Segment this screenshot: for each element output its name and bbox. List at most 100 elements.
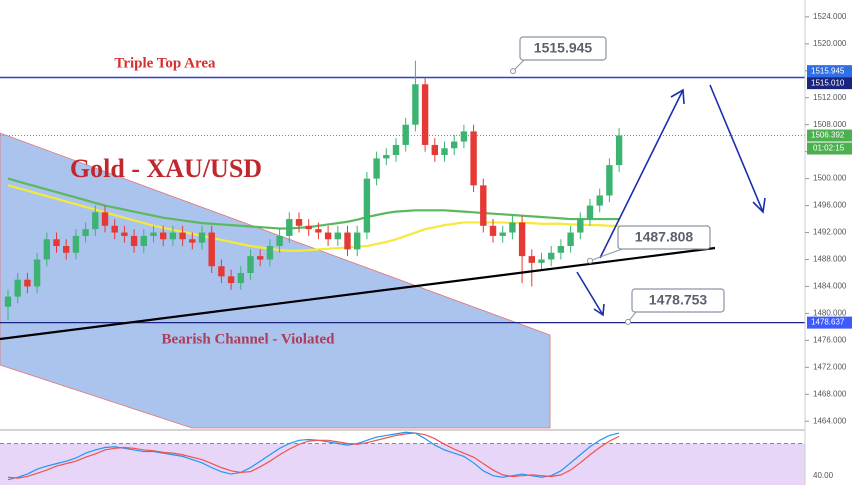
countdown: 01:02:15 bbox=[813, 144, 845, 153]
annotation: Triple Top Area bbox=[114, 55, 216, 71]
arrow-up bbox=[599, 89, 684, 259]
callout-anchor bbox=[510, 68, 516, 75]
candle-body bbox=[208, 232, 215, 267]
arrow-down-small bbox=[576, 271, 604, 316]
candle-body bbox=[460, 131, 468, 142]
candle-body bbox=[421, 84, 429, 145]
candle-body bbox=[431, 144, 438, 156]
callout-label: 1487.808 bbox=[635, 229, 694, 245]
candle-body bbox=[247, 256, 254, 273]
y-tick-label: 1520.000 bbox=[813, 39, 847, 48]
callout-label: 1515.945 bbox=[534, 40, 593, 56]
arrow-head bbox=[752, 197, 766, 214]
callout-box bbox=[617, 225, 711, 250]
candle-body bbox=[101, 212, 109, 226]
candle-body bbox=[538, 259, 545, 263]
price-label: 1506.392 bbox=[811, 131, 845, 140]
callout-anchor bbox=[625, 318, 631, 325]
candle-body bbox=[179, 232, 186, 240]
candle-body bbox=[72, 235, 80, 253]
candle-body bbox=[509, 222, 516, 233]
candle-body bbox=[586, 205, 594, 220]
y-tick-label: 1476.000 bbox=[813, 335, 847, 344]
price-label-box bbox=[807, 316, 852, 329]
indicator-line bbox=[7, 184, 620, 252]
candle-body bbox=[257, 256, 264, 260]
y-tick-label: 1480.000 bbox=[813, 309, 847, 318]
candle-body bbox=[140, 235, 147, 247]
candle-body bbox=[276, 235, 283, 247]
y-tick-label: 1488.000 bbox=[813, 255, 847, 264]
candle-body bbox=[169, 232, 177, 240]
countdown-box bbox=[807, 142, 852, 155]
candle-body bbox=[24, 279, 31, 287]
callout-label: 1478.753 bbox=[649, 292, 708, 308]
candle-body bbox=[557, 246, 565, 253]
candle-body bbox=[150, 232, 157, 236]
candle-body bbox=[189, 239, 196, 243]
callout-box bbox=[519, 36, 607, 61]
candle-body bbox=[121, 232, 128, 236]
y-tick-label: 1468.000 bbox=[813, 389, 847, 398]
indicator-line bbox=[7, 432, 620, 479]
price-label-box bbox=[807, 129, 852, 142]
candle-body bbox=[237, 272, 244, 284]
candle-body bbox=[363, 178, 371, 233]
candle-body bbox=[53, 239, 60, 247]
candle-body bbox=[315, 229, 322, 233]
candle-body bbox=[373, 158, 380, 179]
callout-anchor bbox=[587, 257, 593, 264]
candle-body bbox=[383, 155, 390, 159]
candle-body bbox=[470, 131, 477, 186]
candle-body bbox=[528, 256, 535, 263]
y-tick-label: 1492.000 bbox=[813, 228, 847, 237]
candle-body bbox=[489, 225, 497, 236]
indicator-line bbox=[7, 431, 620, 481]
price-label: 1515.945 bbox=[811, 66, 845, 75]
candle-body bbox=[111, 225, 118, 233]
price-label: 1478.637 bbox=[811, 318, 845, 327]
y-tick-label: 1524.000 bbox=[813, 12, 847, 21]
candle-body bbox=[499, 232, 506, 236]
bearish-channel bbox=[0, 132, 551, 429]
callout-box bbox=[631, 288, 725, 313]
y-tick-label: 1496.000 bbox=[813, 201, 847, 210]
arrow-down bbox=[709, 84, 764, 213]
y-tick-label: 1500.000 bbox=[813, 174, 847, 183]
oscillator-band bbox=[0, 443, 805, 485]
candle-body bbox=[63, 246, 70, 253]
candle-body bbox=[480, 185, 487, 226]
callout-leader bbox=[589, 248, 623, 262]
candle-body bbox=[402, 124, 409, 145]
candle-body bbox=[354, 232, 361, 250]
candle-body bbox=[92, 212, 99, 230]
candle-body bbox=[441, 148, 448, 156]
price-label: 1515.010 bbox=[811, 78, 845, 87]
candle-body bbox=[43, 239, 50, 260]
y-tick-label: 1512.000 bbox=[813, 93, 847, 102]
candle-body bbox=[344, 232, 351, 250]
y-tick-label: 1472.000 bbox=[813, 362, 847, 371]
candle-body bbox=[130, 235, 138, 247]
candle-body bbox=[33, 259, 41, 287]
candle-body bbox=[14, 279, 21, 297]
candle-body bbox=[606, 165, 613, 196]
candle-body bbox=[596, 195, 603, 206]
candle-body bbox=[518, 222, 526, 257]
candle-body bbox=[412, 84, 419, 125]
annotation: Bearish Channel - Violated bbox=[162, 331, 336, 347]
arrow-head bbox=[670, 88, 685, 105]
arrows bbox=[576, 84, 766, 317]
candle-body bbox=[295, 219, 303, 226]
candle-body bbox=[286, 219, 293, 236]
candle-body bbox=[305, 225, 312, 230]
indicator-line bbox=[7, 177, 620, 230]
oscillator-tick-label: 40.00 bbox=[813, 471, 834, 480]
candle-body bbox=[451, 141, 458, 149]
candle-body bbox=[198, 232, 206, 243]
candle-body bbox=[392, 144, 400, 156]
candle-body bbox=[4, 296, 12, 307]
candle-body bbox=[334, 232, 341, 240]
